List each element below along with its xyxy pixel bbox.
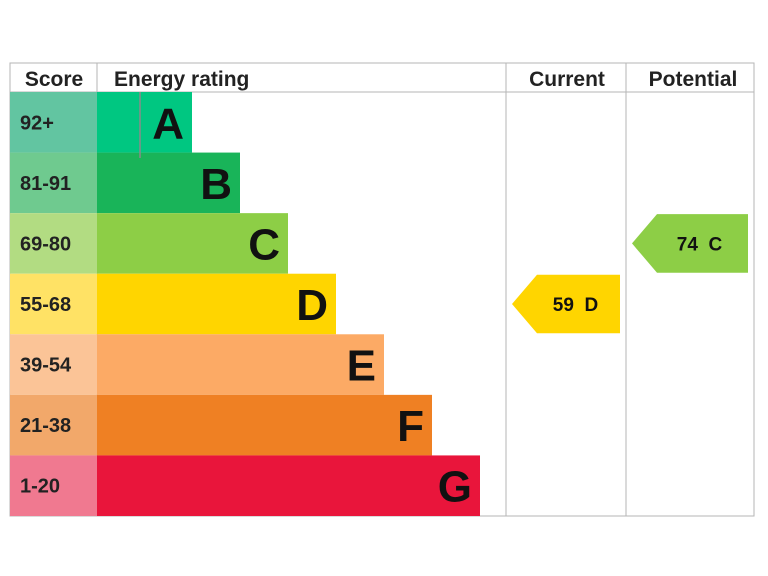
- band-letter-g: G: [438, 463, 472, 512]
- score-range-e: 39-54: [20, 355, 72, 377]
- score-cell-e: [10, 334, 97, 395]
- score-cell-d: [10, 273, 97, 335]
- score-cell-c: [10, 213, 97, 274]
- band-bar-b: [97, 152, 240, 214]
- band-letter-c: C: [248, 220, 280, 269]
- header-energy-rating: Energy rating: [114, 68, 249, 91]
- band-bar-d: [97, 273, 336, 335]
- potential-rating-label: 74 C: [677, 234, 723, 255]
- current-rating-arrow: [512, 274, 620, 334]
- score-range-a: 92+: [20, 112, 54, 134]
- band-letter-d: D: [296, 281, 328, 330]
- potential-rating-arrow: [632, 214, 748, 273]
- rating-indicators: 59 D 74 C: [512, 214, 748, 334]
- band-bar-c: [97, 213, 288, 274]
- header-potential: Potential: [649, 68, 738, 91]
- score-cell-f: [10, 394, 97, 456]
- band-letter-f: F: [397, 402, 424, 451]
- score-range-g: 1-20: [20, 476, 60, 498]
- score-range-c: 69-80: [20, 233, 71, 255]
- band-letter-e: E: [347, 342, 376, 391]
- rating-bands: 92+ A 81-91 B 69-80 C 55-68 D 39-54 E 21-38 F 1-20 G: [10, 92, 480, 516]
- band-bar-e: [97, 334, 384, 395]
- band-letter-b: B: [200, 160, 232, 209]
- header-score: Score: [25, 68, 83, 91]
- band-letter-a: A: [152, 99, 184, 148]
- header-current: Current: [529, 68, 605, 91]
- band-bar-g: [97, 455, 480, 516]
- score-cell-a: [10, 92, 97, 153]
- score-range-f: 21-38: [20, 415, 71, 437]
- column-headers: Score Energy rating Current Potential: [25, 68, 738, 91]
- score-cell-b: [10, 152, 97, 214]
- band-bar-a: [97, 92, 192, 153]
- score-range-d: 55-68: [20, 294, 71, 316]
- band-bar-f: [97, 394, 432, 456]
- current-rating-label: 59 D: [553, 295, 598, 316]
- score-range-b: 81-91: [20, 173, 71, 195]
- score-cell-g: [10, 455, 97, 516]
